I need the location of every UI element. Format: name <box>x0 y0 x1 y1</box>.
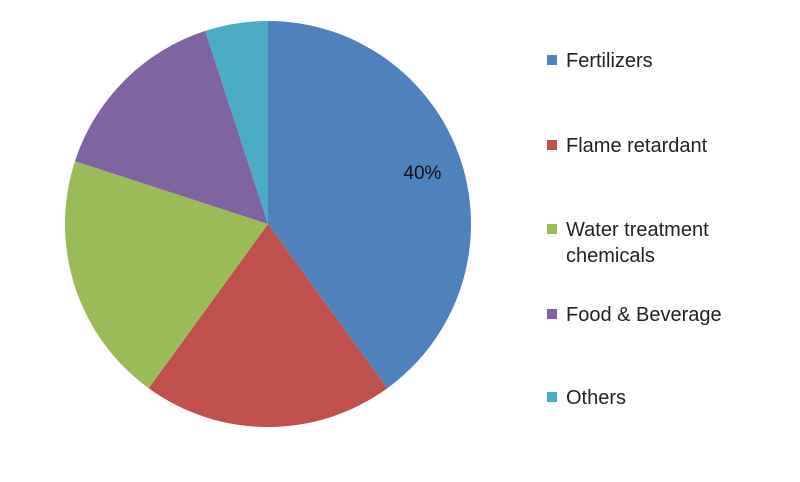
data-label: 40% <box>403 163 441 184</box>
legend-label: Fertilizers <box>566 50 653 72</box>
pie-slice <box>268 21 471 389</box>
legend-item: Food & Beverage <box>547 302 747 328</box>
legend-item: Others <box>547 385 747 411</box>
legend-label: Water treatment chemicals <box>566 219 709 267</box>
legend-label: Food & Beverage <box>566 304 722 326</box>
legend-swatch <box>547 392 557 402</box>
legend-swatch <box>547 55 557 65</box>
legend-label: Flame retardant <box>566 135 708 157</box>
pie-slice <box>65 161 269 389</box>
pie-slice <box>205 21 268 224</box>
pie-slice <box>148 224 388 427</box>
legend-swatch <box>547 224 557 234</box>
legend-label: Others <box>566 387 627 409</box>
legend-item: Fertilizers <box>547 48 747 74</box>
legend-swatch <box>547 309 557 319</box>
pie-slice <box>74 30 269 224</box>
legend-item: Flame retardant <box>547 133 747 159</box>
legend-item: Water treatment chemicals <box>547 217 747 269</box>
legend-swatch <box>547 140 557 150</box>
